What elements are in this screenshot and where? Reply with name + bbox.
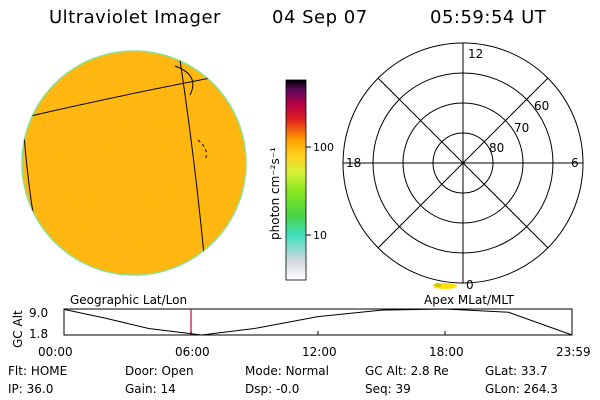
- info-field-value: Open: [161, 364, 194, 378]
- mlt-label-0: 0: [466, 278, 474, 292]
- colorbar-unit-label: photon cm⁻²s⁻¹: [268, 147, 282, 240]
- info-field-value: 14: [160, 382, 176, 396]
- colorbar: 100 10: [285, 79, 334, 281]
- info-field-label: GLon:: [485, 382, 524, 396]
- disk-texture: [22, 51, 246, 275]
- info-field-value: HOME: [30, 364, 68, 378]
- xtick-label: 18:00: [429, 345, 464, 359]
- info-field-value: -0.0: [275, 382, 300, 396]
- info-field-label: Mode:: [245, 364, 286, 378]
- info-field: Seq: 39: [365, 382, 411, 396]
- info-field: GLat: 33.7: [485, 364, 548, 378]
- info-field-value: Normal: [285, 364, 329, 378]
- xtick-label: 06:00: [175, 345, 210, 359]
- xtick-label: 12:00: [302, 345, 337, 359]
- info-field: GC Alt: 2.8 Re: [365, 364, 449, 378]
- aurora-patch-core: [434, 283, 442, 287]
- info-field-value: 33.7: [520, 364, 548, 378]
- info-field-value: 36.0: [26, 382, 54, 396]
- lat-label-70: 70: [514, 121, 529, 135]
- geographic-longitude-line-east: [179, 59, 206, 266]
- apex-polar-plot: 12 18 6 0 60 70 80: [342, 42, 584, 292]
- colorbar-tick-100: 100: [313, 141, 334, 154]
- xtick-label: 00:00: [38, 345, 73, 359]
- coastline-fragment-2: [197, 139, 207, 161]
- colorbar-tick-10: 10: [313, 229, 327, 242]
- xtick-label: 23:59: [556, 345, 591, 359]
- info-field-value: 264.3: [523, 382, 558, 396]
- info-field: Flt: HOME: [8, 364, 67, 378]
- date-label: 04 Sep 07: [272, 7, 368, 28]
- info-field-label: Gain:: [125, 382, 161, 396]
- apex-label: Apex MLat/MLT: [424, 293, 514, 307]
- info-field: Dsp: -0.0: [245, 382, 299, 396]
- info-field: Mode: Normal: [245, 364, 329, 378]
- lat-label-60: 60: [534, 99, 549, 113]
- info-field: IP: 36.0: [8, 382, 53, 396]
- mlt-label-12: 12: [468, 47, 483, 61]
- info-field-label: Flt:: [8, 364, 31, 378]
- info-field: GLon: 264.3: [485, 382, 558, 396]
- coastline-fragment: [174, 65, 194, 96]
- polar-diagonal-2: [377, 77, 549, 249]
- altitude-ylabel: GC Alt: [11, 310, 25, 348]
- ytick-1-8: 1.8: [29, 327, 48, 341]
- info-field: Door: Open: [125, 364, 194, 378]
- info-field: Gain: 14: [125, 382, 176, 396]
- info-field-value: 2.8 Re: [410, 364, 449, 378]
- info-field-value: 39: [395, 382, 411, 396]
- altitude-curve: [63, 308, 573, 336]
- mlt-label-6: 6: [571, 156, 579, 170]
- altitude-chart: GC Alt 9.0 1.8 00:00 06:00 12:00 18:00 23:59: [11, 306, 591, 359]
- ytick-9: 9.0: [29, 306, 48, 320]
- lat-label-80: 80: [489, 141, 504, 155]
- info-field-label: Seq:: [365, 382, 396, 396]
- colorbar-gradient: [285, 79, 307, 281]
- disk-rim: [21, 50, 247, 276]
- info-field-label: Dsp:: [245, 382, 276, 396]
- image-title: Ultraviolet Imager: [49, 7, 221, 28]
- info-field-label: GLat:: [485, 364, 521, 378]
- info-field-label: Door:: [125, 364, 162, 378]
- info-field-label: IP:: [8, 382, 27, 396]
- geographic-label: Geographic Lat/Lon: [70, 293, 188, 307]
- time-label: 05:59:54 UT: [430, 7, 547, 28]
- info-field-label: GC Alt:: [365, 364, 411, 378]
- mlt-label-18: 18: [346, 156, 361, 170]
